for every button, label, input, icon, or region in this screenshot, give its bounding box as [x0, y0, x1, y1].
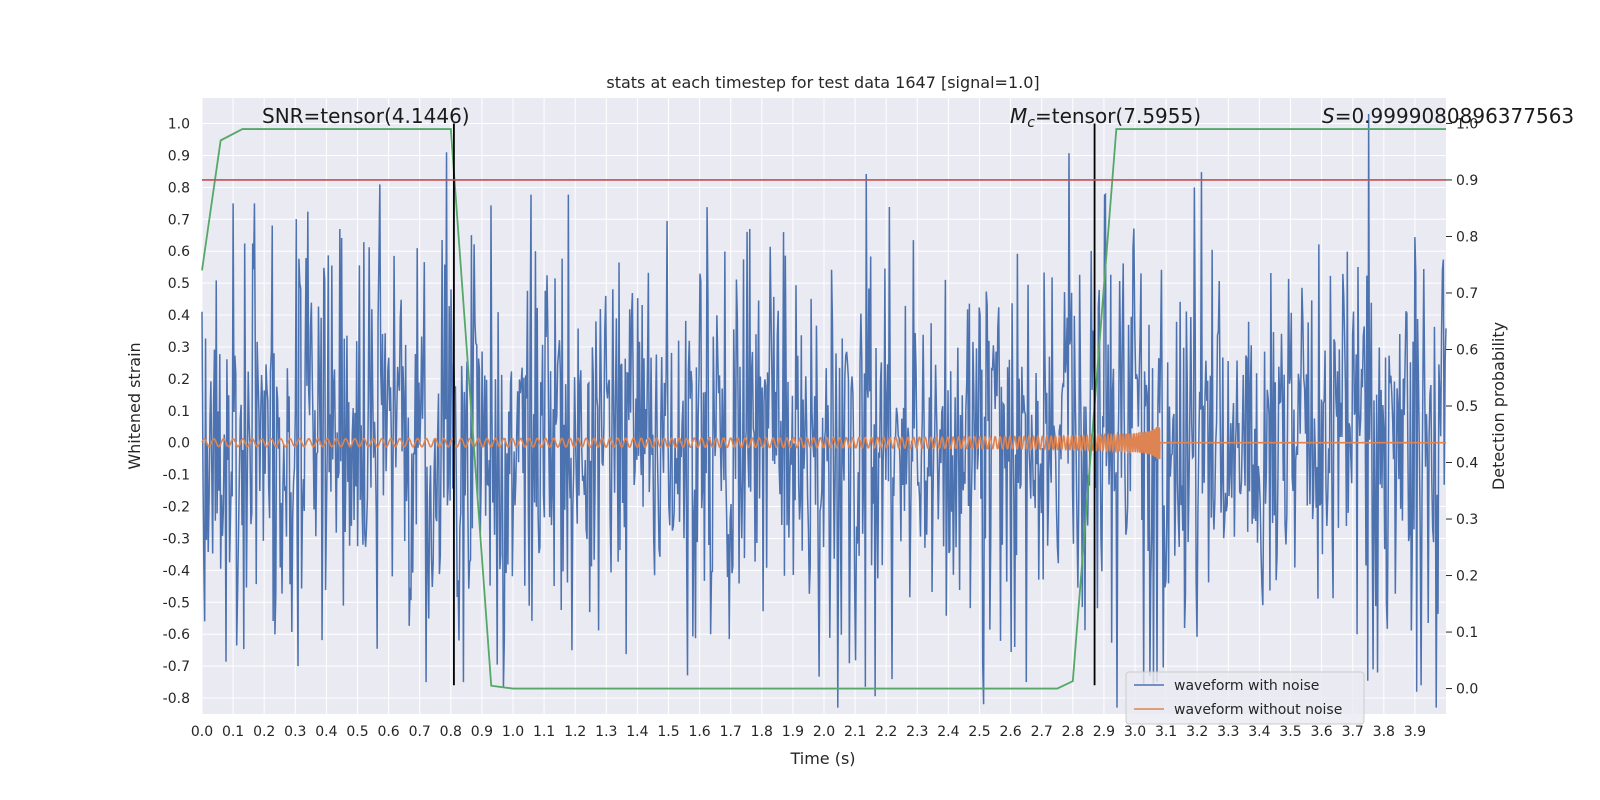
y-left-tick-label: 0.0 [168, 436, 190, 452]
y-left-tick-label: 0.6 [168, 244, 190, 260]
y-axis-left-ticks: -0.8 -0.7 -0.6 -0.5 -0.4 -0.3 -0.2 -0.1 0.0 0.1 0.… [163, 117, 190, 708]
x-tick-label: 3.5 [1279, 724, 1301, 740]
y-right-tick-label: 0.2 [1456, 569, 1478, 585]
y-right-tick-label: 0.0 [1456, 682, 1478, 698]
x-tick-label: 0.0 [191, 724, 213, 740]
y-left-tick-label: 0.2 [168, 372, 190, 388]
x-tick-label: 3.8 [1373, 724, 1395, 740]
x-tick-label: 0.4 [315, 724, 337, 740]
y-left-tick-label: 1.0 [168, 117, 190, 133]
y-right-tick-label: 0.5 [1456, 399, 1478, 415]
x-tick-label: 3.3 [1217, 724, 1239, 740]
y-right-tick-label: 1.0 [1456, 116, 1478, 132]
chirp-mass-value: =tensor(7.5955) [1035, 104, 1201, 128]
x-tick-label: 2.4 [937, 724, 959, 740]
x-axis-ticks: 0.0 0.1 0.2 0.3 0.4 0.5 0.6 0.7 0.8 0.9 1.0 1.1 1.2 1… [191, 724, 1426, 740]
x-tick-label: 2.9 [1093, 724, 1115, 740]
x-tick-label: 3.1 [1155, 724, 1177, 740]
chirp-mass-symbol: M [1010, 104, 1027, 128]
x-tick-label: 1.1 [533, 724, 555, 740]
y-left-tick-label: 0.8 [168, 180, 190, 196]
grid [201, 98, 1446, 714]
y-left-tick-label: 0.5 [168, 276, 190, 292]
y-right-tick-label: 0.9 [1456, 173, 1478, 189]
x-tick-label: 1.8 [751, 724, 773, 740]
x-tick-label: 0.3 [284, 724, 306, 740]
x-tick-label: 0.7 [409, 724, 431, 740]
x-axis-label: Time (s) [789, 749, 855, 768]
x-tick-label: 0.1 [222, 724, 244, 740]
x-tick-label: 0.9 [471, 724, 493, 740]
y-right-tick-label: 0.6 [1456, 342, 1478, 358]
x-tick-label: 2.8 [1062, 724, 1084, 740]
x-tick-label: 2.3 [906, 724, 928, 740]
x-tick-label: 1.4 [626, 724, 648, 740]
y-left-tick-label: -0.7 [163, 659, 190, 675]
x-tick-label: 3.2 [1186, 724, 1208, 740]
legend-label-waveform-with-noise: waveform with noise [1174, 678, 1319, 694]
chart-title: stats at each timestep for test data 164… [606, 73, 1039, 92]
x-tick-label: 3.7 [1342, 724, 1364, 740]
y-left-tick-label: -0.6 [163, 627, 190, 643]
x-tick-label: 1.3 [595, 724, 617, 740]
y-left-tick-label: 0.4 [168, 308, 190, 324]
y-left-tick-label: 0.7 [168, 212, 190, 228]
vertical-markers [453, 123, 1096, 686]
y-axis-right-label: Detection probability [1489, 322, 1508, 490]
snr-annotation: SNR=tensor(4.1446) [262, 104, 470, 128]
x-tick-label: 1.9 [782, 724, 804, 740]
y-right-tick-label: 0.1 [1456, 625, 1478, 641]
x-tick-label: 2.5 [968, 724, 990, 740]
y-left-tick-label: 0.9 [168, 148, 190, 164]
legend-box [1125, 671, 1365, 725]
y-right-tick-label: 0.7 [1456, 286, 1478, 302]
clean-waveform-path [201, 426, 1446, 460]
x-tick-label: 2.7 [1031, 724, 1053, 740]
y-left-tick-label: -0.4 [163, 563, 190, 579]
x-tick-label: 0.6 [377, 724, 399, 740]
y-left-tick-label: 0.3 [168, 340, 190, 356]
x-tick-label: 0.8 [440, 724, 462, 740]
x-tick-label: 3.4 [1248, 724, 1270, 740]
x-tick-label: 0.2 [253, 724, 275, 740]
noise-waveform-path [201, 113, 1447, 708]
score-symbol: S [1322, 104, 1335, 128]
y-left-tick-label: -0.3 [163, 531, 190, 547]
x-tick-label: 2.1 [844, 724, 866, 740]
x-tick-label: 3.6 [1310, 724, 1332, 740]
score-annotation: S=0.9999080896377563 [1322, 104, 1574, 128]
y-left-tick-label: -0.5 [163, 595, 190, 611]
chirp-mass-subscript: c [1027, 115, 1035, 131]
detection-probability-path [201, 128, 1446, 690]
legend: waveform with noise waveform without noi… [1125, 671, 1365, 725]
x-tick-label: 3.9 [1404, 724, 1426, 740]
x-tick-label: 1.2 [564, 724, 586, 740]
series-detection-probability [201, 128, 1446, 690]
x-tick-label: 3.0 [1124, 724, 1146, 740]
chirp-mass-annotation: Mc=tensor(7.5955) [1010, 104, 1201, 131]
x-tick-label: 2.0 [813, 724, 835, 740]
x-tick-label: 1.0 [502, 724, 524, 740]
y-left-tick-label: -0.1 [163, 468, 190, 484]
y-right-tick-label: 0.8 [1456, 229, 1478, 245]
x-tick-label: 1.5 [657, 724, 679, 740]
x-tick-label: 2.6 [999, 724, 1021, 740]
y-left-tick-label: 0.1 [168, 404, 190, 420]
y-right-tick-label: 0.3 [1456, 512, 1478, 528]
x-tick-label: 2.2 [875, 724, 897, 740]
y-right-tick-label: 0.4 [1456, 456, 1478, 472]
series-waveform-without-noise [201, 426, 1446, 460]
x-tick-label: 1.7 [720, 724, 742, 740]
y-left-tick-label: -0.2 [163, 500, 190, 516]
series-waveform-with-noise [201, 113, 1447, 708]
x-tick-label: 0.5 [346, 724, 368, 740]
x-tick-label: 1.6 [688, 724, 710, 740]
y-axis-left-label: Whitened strain [125, 342, 144, 469]
score-value: =0.9999080896377563 [1335, 104, 1574, 128]
y-left-tick-label: -0.8 [163, 691, 190, 707]
legend-label-waveform-without-noise: waveform without noise [1174, 702, 1342, 718]
y-axis-right-ticks: 0.0 0.1 0.2 0.3 0.4 0.5 0.6 0.7 0.8 0.9 1.0 [1446, 116, 1478, 698]
